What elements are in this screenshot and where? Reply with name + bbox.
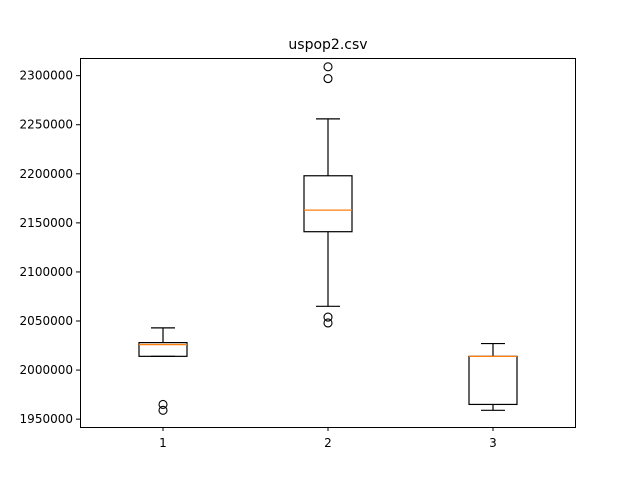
y-tick-label: 2250000 [20,118,73,132]
outlier-point [323,312,333,322]
outlier-point [158,405,168,415]
y-axis: 1950000 2000000 2050000 2100000 2150000 22000… [20,69,80,426]
y-tick-label: 1950000 [20,412,73,426]
plot-area-frame [80,58,576,428]
y-tick-label: 2050000 [20,314,73,328]
interquartile-box [138,342,188,357]
box-plot-1 [138,327,188,415]
box-plot-3 [468,342,518,411]
outlier-point [158,399,168,409]
y-tick-label: 2200000 [20,167,73,181]
box-series [138,62,518,415]
box-plot-2 [303,62,353,328]
x-tick-label: 1 [159,436,167,450]
x-tick-label: 3 [489,436,497,450]
y-tick-label: 2100000 [20,265,73,279]
y-tick-label: 2000000 [20,363,73,377]
y-tick-label: 2300000 [20,69,73,83]
chart-title: uspop2.csv [288,37,367,53]
y-tick-label: 2150000 [20,216,73,230]
outlier-point [323,62,333,72]
x-tick-label: 2 [324,436,332,450]
outlier-point [323,74,333,84]
outlier-point [323,318,333,328]
interquartile-box [303,175,353,233]
